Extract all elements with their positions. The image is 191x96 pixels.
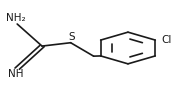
Text: Cl: Cl <box>161 35 171 45</box>
Text: NH: NH <box>8 69 24 79</box>
Text: S: S <box>68 32 74 42</box>
Text: NH₂: NH₂ <box>6 13 26 23</box>
